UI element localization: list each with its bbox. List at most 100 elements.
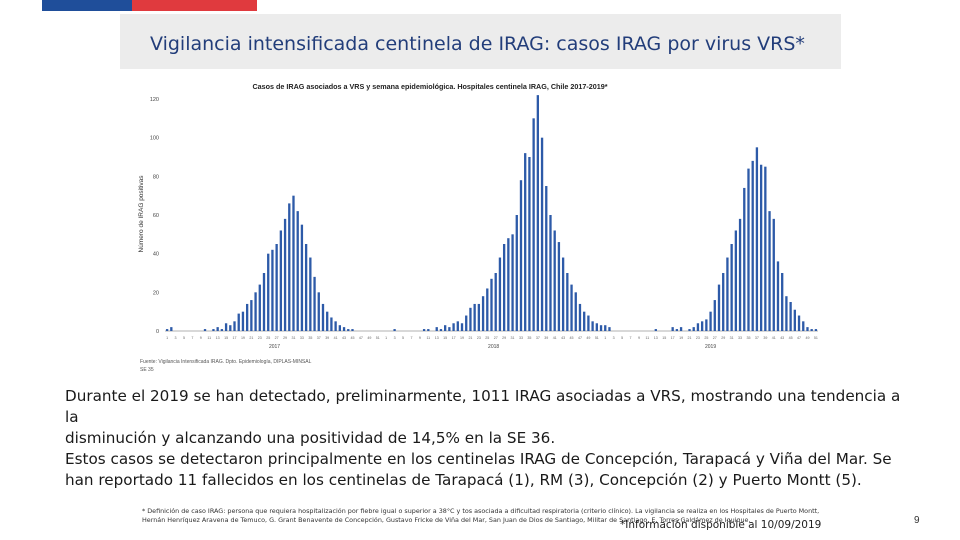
chart-bar: [347, 329, 350, 331]
chart-bar: [776, 261, 780, 331]
x-tick-label: 39: [544, 336, 548, 340]
chart-bar: [717, 284, 721, 331]
x-tick-label: 45: [570, 336, 574, 340]
y-tick-label: 60: [153, 213, 159, 219]
x-tick-label: 7: [410, 336, 412, 340]
chart-bar: [288, 203, 291, 331]
x-tick-label: 9: [638, 336, 640, 340]
chart-bar: [490, 278, 493, 331]
year-label: 2019: [705, 344, 716, 350]
chart-bar: [241, 311, 245, 331]
chart-bar: [671, 327, 674, 331]
chart-bar: [734, 230, 738, 331]
chart-bar: [477, 303, 481, 331]
x-tick-label: 29: [502, 336, 506, 340]
info-date: *Información disponible al 10/09/2019: [620, 519, 822, 531]
chart-bar: [722, 273, 725, 331]
chart-bar: [759, 164, 763, 331]
chart-bar: [267, 253, 270, 331]
chart-bar: [245, 303, 249, 331]
chart-bar: [797, 315, 801, 331]
header-box: [120, 14, 841, 69]
chart-se-note: SE 35: [140, 367, 154, 373]
x-tick-label: 15: [443, 336, 447, 340]
x-tick-label: 35: [308, 336, 312, 340]
summary-line-3: Estos casos se detectaron principalmente…: [65, 450, 892, 468]
chart-bar: [595, 323, 598, 331]
chart-bar: [275, 244, 278, 331]
chart-bar: [279, 230, 283, 331]
x-tick-label: 45: [789, 336, 793, 340]
x-tick-label: 23: [696, 336, 700, 340]
x-tick-label: 7: [191, 336, 193, 340]
chart-bar: [675, 329, 679, 331]
chart-bar: [713, 300, 716, 331]
chart-bar: [599, 325, 603, 331]
chart-bar: [515, 215, 518, 331]
x-tick-label: 1: [166, 336, 168, 340]
x-tick-label: 9: [200, 336, 202, 340]
x-tick-label: 49: [805, 336, 809, 340]
x-tick-label: 27: [275, 336, 279, 340]
summary-line-4: han reportado 11 fallecidos en los centi…: [65, 471, 862, 489]
y-tick-label: 100: [150, 136, 159, 142]
chart-bar: [578, 303, 582, 331]
x-tick-label: 25: [485, 336, 489, 340]
chart-bar: [768, 211, 771, 331]
chart-bar: [486, 288, 489, 331]
chart-bar: [810, 329, 813, 331]
chart-bar: [229, 325, 232, 331]
chart-bar: [224, 323, 228, 331]
chart-bar: [730, 244, 733, 331]
x-tick-label: 35: [527, 336, 531, 340]
x-tick-label: 19: [460, 336, 464, 340]
chart-bar: [422, 329, 426, 331]
chart-bar: [764, 166, 767, 331]
x-tick-label: 33: [300, 336, 304, 340]
chart-bar: [747, 168, 750, 331]
chart-bar: [481, 296, 485, 331]
chart-bar: [591, 321, 594, 331]
chart-bar: [654, 329, 657, 331]
chart-title: Casos de IRAG asociados a VRS y semana e…: [252, 82, 607, 91]
chart-bar: [393, 329, 396, 331]
x-tick-label: 1: [604, 336, 606, 340]
x-tick-label: 43: [342, 336, 346, 340]
x-tick-label: 13: [216, 336, 220, 340]
x-tick-label: 47: [359, 336, 363, 340]
x-tick-label: 51: [814, 336, 818, 340]
chart-bar: [502, 244, 506, 331]
chart-bar: [679, 327, 683, 331]
x-tick-label: 17: [452, 336, 456, 340]
chart-bar: [696, 323, 700, 331]
x-tick-label: 21: [249, 336, 253, 340]
y-tick-label: 40: [153, 252, 159, 258]
chart-bar: [330, 317, 333, 331]
x-tick-label: 5: [621, 336, 623, 340]
chart-bar: [351, 329, 354, 331]
year-label: 2017: [269, 344, 280, 350]
x-tick-label: 33: [519, 336, 523, 340]
summary-line-1: Durante el 2019 se han detectado, prelim…: [65, 387, 901, 426]
chart-bar: [553, 230, 556, 331]
x-tick-label: 25: [704, 336, 708, 340]
x-tick-label: 11: [207, 336, 211, 340]
x-tick-label: 43: [780, 336, 784, 340]
flag-bar-blue: [42, 0, 132, 11]
x-tick-label: 1: [385, 336, 387, 340]
flag-bar-red: [132, 0, 257, 11]
x-tick-label: 29: [721, 336, 725, 340]
chart-bar: [540, 137, 544, 331]
chart-bar: [170, 327, 173, 331]
chart-bar: [300, 224, 304, 331]
chart-bar: [254, 292, 257, 331]
x-tick-label: 15: [224, 336, 228, 340]
x-tick-label: 17: [233, 336, 237, 340]
chart-bar: [536, 95, 539, 331]
summary-line-2: disminución y alcanzando una positividad…: [65, 429, 556, 447]
chart-bar: [507, 238, 510, 331]
chart-bar: [262, 273, 266, 331]
x-tick-label: 35: [746, 336, 750, 340]
chart-bar: [524, 153, 527, 331]
x-tick-label: 41: [553, 336, 557, 340]
